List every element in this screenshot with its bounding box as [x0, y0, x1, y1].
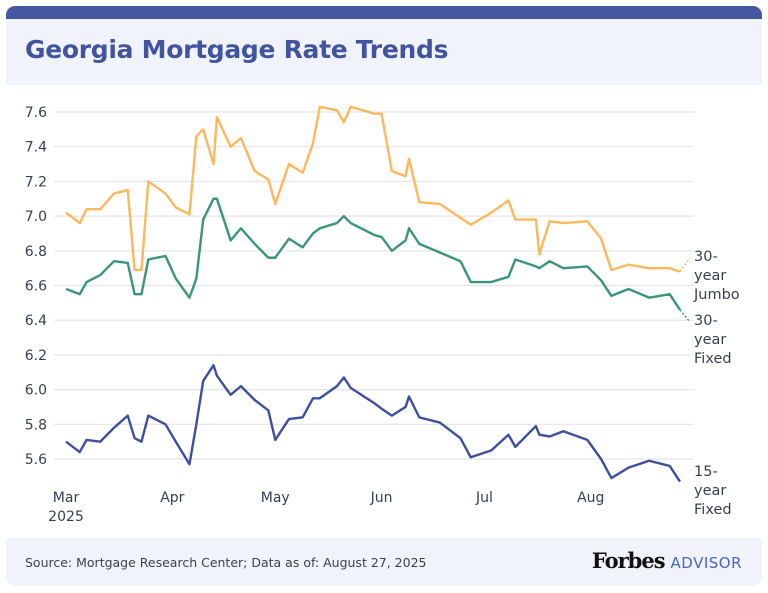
x-tick-label: May: [261, 490, 290, 506]
y-tick-label: 7.4: [25, 140, 47, 156]
x-tick-label: Aug: [577, 490, 604, 506]
y-tick-label: 7.2: [25, 174, 47, 190]
label-connector: [679, 309, 691, 323]
y-tick-label: 6.2: [25, 348, 47, 364]
header: Georgia Mortgage Rate Trends: [6, 19, 762, 85]
footer: Source: Mortgage Research Center; Data a…: [6, 538, 762, 586]
series-line-2: [65, 364, 681, 483]
series-line-0: [65, 105, 681, 273]
x-tick-label: Mar: [53, 490, 80, 506]
y-tick-label: 6.4: [25, 313, 47, 329]
label-connector: [679, 257, 691, 273]
accent-bar: [6, 6, 762, 19]
series-label: 30-year Jumbo: [694, 249, 740, 303]
y-tick-label: 7.6: [25, 105, 47, 121]
page-title: Georgia Mortgage Rate Trends: [25, 35, 449, 64]
source-note: Source: Mortgage Research Center; Data a…: [25, 555, 427, 570]
series-line-1: [65, 197, 681, 311]
logo-advisor: ADVISOR: [670, 554, 742, 572]
series-label: 15-year Fixed: [694, 464, 732, 518]
y-tick-label: 6.0: [25, 383, 47, 399]
chart-card: Georgia Mortgage Rate Trends Source: Mor…: [6, 6, 762, 586]
x-tick-label: Jul: [475, 490, 493, 506]
series-label: 30-year Fixed: [694, 313, 732, 367]
logo-forbes: Forbes: [591, 548, 666, 573]
y-tick-label: 5.8: [25, 417, 47, 433]
x-tick-label: Jun: [370, 490, 393, 506]
y-tick-label: 7.0: [25, 209, 47, 225]
y-tick-label: 5.6: [25, 452, 47, 468]
x-tick-year: 2025: [48, 509, 84, 525]
y-tick-label: 6.8: [25, 244, 47, 260]
y-tick-label: 6.6: [25, 279, 47, 295]
forbes-advisor-logo: Forbes ADVISOR: [592, 548, 742, 573]
x-tick-label: Apr: [160, 490, 184, 506]
